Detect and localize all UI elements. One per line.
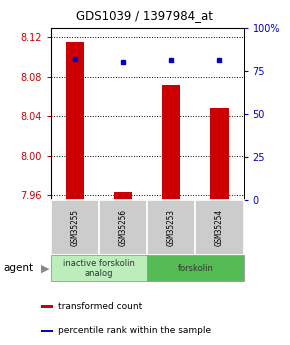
Text: GSM35256: GSM35256 [119,209,128,246]
Bar [51,200,99,255]
Text: transformed count: transformed count [58,302,143,311]
Text: GSM35253: GSM35253 [167,209,176,246]
Bar [51,255,147,281]
Text: percentile rank within the sample: percentile rank within the sample [58,326,212,335]
Text: forskolin: forskolin [177,264,213,273]
Text: GSM35254: GSM35254 [215,209,224,246]
Bar [195,200,244,255]
Text: ▶: ▶ [41,263,49,273]
Bar [41,305,53,308]
Text: GSM35255: GSM35255 [70,209,79,246]
Bar [162,85,180,200]
Bar [114,192,132,200]
Bar [99,200,147,255]
Text: agent: agent [3,263,33,273]
Bar [66,42,84,200]
Text: inactive forskolin
analog: inactive forskolin analog [63,258,135,278]
Bar [210,108,229,200]
Text: GDS1039 / 1397984_at: GDS1039 / 1397984_at [77,9,213,22]
Bar [147,200,195,255]
Bar [147,255,244,281]
Bar [41,329,53,332]
